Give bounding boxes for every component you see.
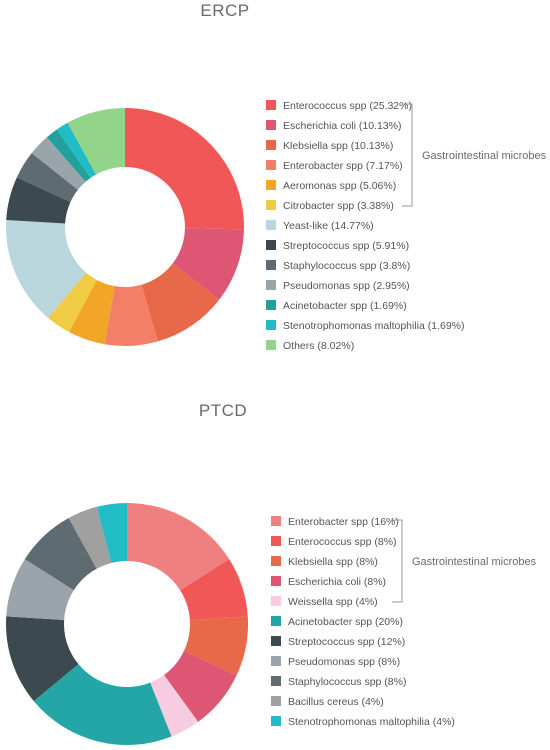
donut-slice <box>164 650 237 722</box>
ptcd-legend: Enterobacter spp (16%) Enterococcus spp (… <box>271 516 455 728</box>
ercp-donut <box>5 108 244 346</box>
donut-slice <box>48 272 97 332</box>
legend-swatch <box>266 260 276 270</box>
group-bracket <box>392 519 403 603</box>
donut-slice <box>68 279 115 345</box>
donut-slice <box>150 674 199 737</box>
legend-swatch <box>271 576 281 586</box>
legend-label: Aeromonas spp (5.06%) <box>283 180 396 192</box>
legend-label: Stenotrophomonas maltophilia (1.69%) <box>283 320 465 332</box>
legend-swatch <box>266 160 276 170</box>
legend-label: Enterococcus spp (8%) <box>288 536 397 548</box>
legend-swatch <box>271 516 281 526</box>
donut-slice <box>33 664 172 745</box>
donut-slice <box>5 219 87 318</box>
legend-label: Stenotrophomonas maltophilia (4%) <box>288 716 455 728</box>
legend-label: Enterococcus spp (25.32%) <box>283 100 412 112</box>
legend-label: Staphylococcus spp (8%) <box>288 676 406 688</box>
ercp-legend: Enterococcus spp (25.32%) Escherichia col… <box>266 100 465 352</box>
legend-label: Streptococcus spp (12%) <box>288 636 405 648</box>
donut-slice <box>68 506 112 569</box>
legend-label: Acinetobacter spp (1.69%) <box>283 300 407 312</box>
ptcd-chart: PTCD Enterobacter spp (16%) Enterococcus … <box>6 401 537 745</box>
legend-swatch <box>266 320 276 330</box>
legend-swatch <box>271 596 281 606</box>
legend-swatch <box>271 556 281 566</box>
ercp-chart: ERCP Enterococcus spp (25.32%) Escherichi… <box>5 1 547 352</box>
legend-swatch <box>266 100 276 110</box>
legend-label: Escherichia coli (8%) <box>288 576 386 588</box>
donut-slice <box>141 263 220 342</box>
legend-label: Klebsiella spp (8%) <box>288 556 378 568</box>
legend-label: Yeast-like (14.77%) <box>283 220 374 232</box>
ptcd-donut <box>6 503 248 745</box>
group-bracket <box>402 103 413 207</box>
legend-label: Bacillus cereus (4%) <box>288 696 384 708</box>
legend-label: Others (8.02%) <box>283 340 354 352</box>
donut-slice <box>125 108 244 230</box>
legend-label: Enterobacter spp (7.17%) <box>283 160 403 172</box>
donut-slice <box>184 616 248 676</box>
legend-swatch <box>266 300 276 310</box>
donut-slice <box>67 108 125 175</box>
ptcd-title: PTCD <box>199 401 247 420</box>
donut-slice <box>127 503 230 591</box>
legend-swatch <box>266 120 276 130</box>
legend-swatch <box>271 656 281 666</box>
donut-slice <box>46 129 91 182</box>
donut-slice <box>16 153 78 202</box>
donut-slice <box>24 517 97 591</box>
ercp-bracket: Gastrointestinal microbes <box>402 103 547 207</box>
legend-swatch <box>266 220 276 230</box>
legend-swatch <box>271 636 281 646</box>
legend-label: Weissella spp (4%) <box>288 596 378 608</box>
legend-label: Citrobacter spp (3.38%) <box>283 200 394 212</box>
legend-swatch <box>271 716 281 726</box>
ercp-title: ERCP <box>200 1 249 20</box>
legend-swatch <box>266 200 276 210</box>
legend-label: Klebsiella spp (10.13%) <box>283 140 393 152</box>
legend-swatch <box>271 536 281 546</box>
donut-slice <box>172 228 244 300</box>
legend-swatch <box>271 676 281 686</box>
donut-slice <box>96 503 127 563</box>
legend-swatch <box>271 616 281 626</box>
legend-swatch <box>266 340 276 350</box>
legend-label: Pseudomonas spp (2.95%) <box>283 280 410 292</box>
donut-slice <box>56 122 97 178</box>
legend-label: Acinetobacter spp (20%) <box>288 616 403 628</box>
donut-slice <box>6 559 74 621</box>
legend-swatch <box>266 240 276 250</box>
donut-slice <box>6 177 71 224</box>
legend-label: Staphylococcus spp (3.8%) <box>283 260 410 272</box>
group-label: Gastrointestinal microbes <box>422 150 547 162</box>
donut-slice <box>6 616 79 702</box>
legend-label: Streptococcus spp (5.91%) <box>283 240 409 252</box>
legend-swatch <box>266 280 276 290</box>
donut-slice <box>31 137 86 190</box>
legend-swatch <box>266 140 276 150</box>
legend-label: Enterobacter spp (16%) <box>288 516 399 528</box>
legend-swatch <box>266 180 276 190</box>
donut-slice <box>104 284 158 346</box>
legend-label: Escherichia coli (10.13%) <box>283 120 401 132</box>
legend-swatch <box>271 696 281 706</box>
ptcd-bracket: Gastrointestinal microbes <box>392 519 537 603</box>
donut-slice <box>180 559 248 621</box>
group-label: Gastrointestinal microbes <box>412 556 537 568</box>
legend-label: Pseudomonas spp (8%) <box>288 656 400 668</box>
